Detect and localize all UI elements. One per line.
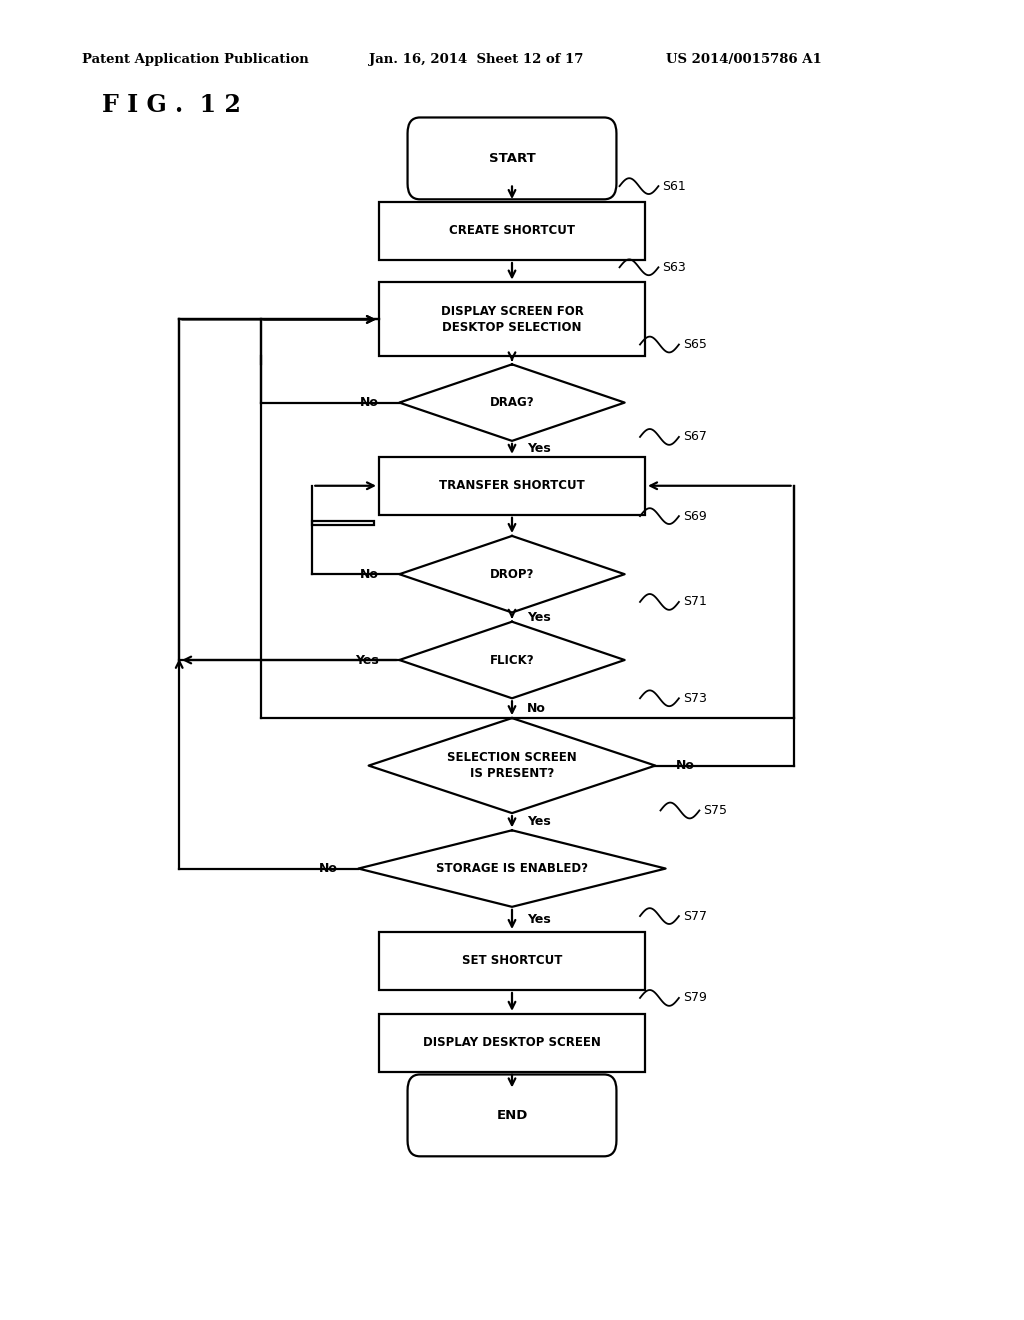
Text: S75: S75 (703, 804, 727, 817)
Bar (379, 932, 645, 990)
Text: Jan. 16, 2014  Sheet 12 of 17: Jan. 16, 2014 Sheet 12 of 17 (369, 53, 583, 66)
Polygon shape (399, 536, 625, 612)
Text: F I G .  1 2: F I G . 1 2 (102, 94, 242, 117)
Text: Yes: Yes (527, 611, 551, 623)
Text: DISPLAY SCREEN FOR
DESKTOP SELECTION: DISPLAY SCREEN FOR DESKTOP SELECTION (440, 305, 584, 334)
Text: S67: S67 (683, 430, 707, 444)
Text: Yes: Yes (527, 816, 551, 828)
FancyBboxPatch shape (408, 117, 616, 199)
Text: DROP?: DROP? (489, 568, 535, 581)
Text: No: No (319, 862, 338, 875)
Text: S73: S73 (683, 692, 707, 705)
Polygon shape (358, 830, 666, 907)
Polygon shape (399, 364, 625, 441)
Text: STORAGE IS ENABLED?: STORAGE IS ENABLED? (436, 862, 588, 875)
Text: Yes: Yes (527, 442, 551, 455)
Text: SELECTION SCREEN
IS PRESENT?: SELECTION SCREEN IS PRESENT? (447, 751, 577, 780)
Polygon shape (399, 622, 625, 698)
Text: DRAG?: DRAG? (489, 396, 535, 409)
Text: Yes: Yes (355, 653, 379, 667)
Text: SET SHORTCUT: SET SHORTCUT (462, 954, 562, 968)
Text: No: No (676, 759, 694, 772)
Text: S63: S63 (663, 261, 686, 273)
Text: Yes: Yes (527, 913, 551, 925)
Bar (312, 521, 374, 525)
Text: US 2014/0015786 A1: US 2014/0015786 A1 (666, 53, 821, 66)
Text: FLICK?: FLICK? (489, 653, 535, 667)
Text: S79: S79 (683, 991, 707, 1005)
Text: S69: S69 (683, 510, 707, 523)
Bar (379, 1014, 645, 1072)
Text: No: No (360, 568, 379, 581)
Text: S77: S77 (683, 909, 707, 923)
Text: TRANSFER SHORTCUT: TRANSFER SHORTCUT (439, 479, 585, 492)
Text: No: No (527, 702, 546, 714)
Bar (379, 282, 645, 356)
Polygon shape (369, 718, 655, 813)
Bar (379, 457, 645, 515)
Text: DISPLAY DESKTOP SCREEN: DISPLAY DESKTOP SCREEN (423, 1036, 601, 1049)
Text: START: START (488, 152, 536, 165)
Text: END: END (497, 1109, 527, 1122)
Text: S65: S65 (683, 338, 707, 351)
Text: S61: S61 (663, 180, 686, 193)
FancyBboxPatch shape (408, 1074, 616, 1156)
Text: S71: S71 (683, 595, 707, 609)
Text: CREATE SHORTCUT: CREATE SHORTCUT (449, 224, 575, 238)
Text: No: No (360, 396, 379, 409)
Bar (379, 202, 645, 260)
Text: Patent Application Publication: Patent Application Publication (82, 53, 308, 66)
